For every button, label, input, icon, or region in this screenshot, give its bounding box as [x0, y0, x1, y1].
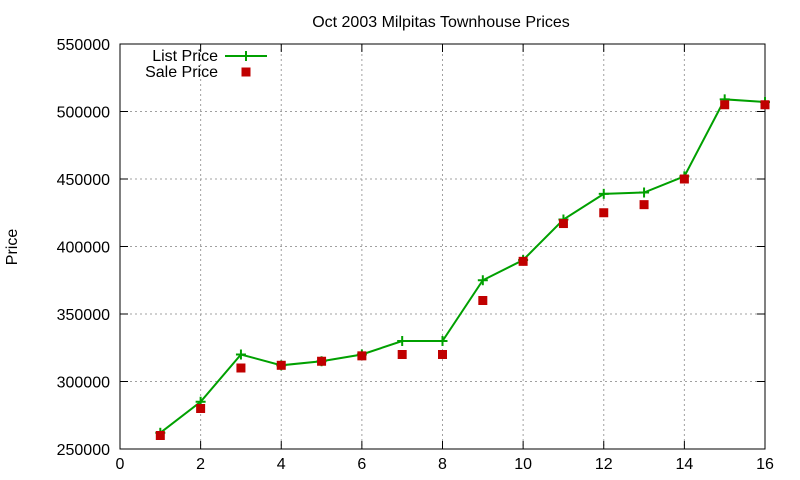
data-point	[357, 351, 367, 361]
y-tick-label: 500000	[57, 105, 110, 122]
x-tick-label: 10	[514, 456, 532, 473]
x-tick-label: 8	[438, 456, 447, 473]
legend-marker	[241, 67, 251, 77]
data-point	[478, 296, 488, 305]
y-tick-label: 300000	[57, 375, 110, 392]
y-tick-label: 400000	[57, 240, 110, 257]
data-point	[720, 100, 730, 110]
plot-area	[155, 94, 770, 440]
data-point	[155, 431, 165, 440]
x-tick-label: 14	[675, 456, 693, 473]
series-list-price	[155, 94, 770, 438]
data-point	[438, 350, 447, 359]
data-point	[437, 336, 448, 346]
y-axis-label: Price	[4, 229, 21, 266]
y-tick-label: 550000	[57, 37, 110, 54]
grid	[120, 44, 765, 449]
data-point	[236, 363, 246, 373]
data-point	[397, 350, 407, 359]
axes: 250000 300000 350000 400000 450000 500000 5500…	[57, 37, 774, 473]
y-tick-label: 450000	[57, 172, 110, 189]
data-point	[679, 174, 689, 184]
y-tick-label: 350000	[57, 307, 110, 324]
data-point	[598, 188, 609, 199]
chart-title: Oct 2003 Milpitas Townhouse Prices	[312, 14, 570, 31]
data-point	[477, 275, 488, 286]
data-point	[196, 404, 206, 413]
data-point	[518, 256, 528, 266]
x-tick-label: 0	[116, 456, 125, 473]
x-tick-label: 16	[756, 456, 774, 473]
data-point	[558, 219, 568, 229]
y-tick-label: 250000	[57, 442, 110, 459]
data-point	[639, 187, 650, 198]
legend-label: List Price	[152, 48, 218, 65]
x-tick-label: 6	[357, 456, 366, 473]
data-point	[235, 349, 246, 360]
x-tick-label: 4	[277, 456, 286, 473]
data-point	[276, 360, 286, 370]
x-tick-label: 12	[595, 456, 613, 473]
x-tick-label: 2	[196, 456, 205, 473]
data-point	[317, 356, 327, 366]
legend-marker	[241, 51, 251, 61]
series-sale-price	[155, 100, 770, 440]
series-line	[159, 98, 766, 434]
legend-label: Sale Price	[145, 64, 218, 81]
data-point	[397, 336, 408, 346]
data-point	[760, 100, 770, 110]
data-point	[599, 208, 609, 218]
data-point	[639, 200, 649, 210]
